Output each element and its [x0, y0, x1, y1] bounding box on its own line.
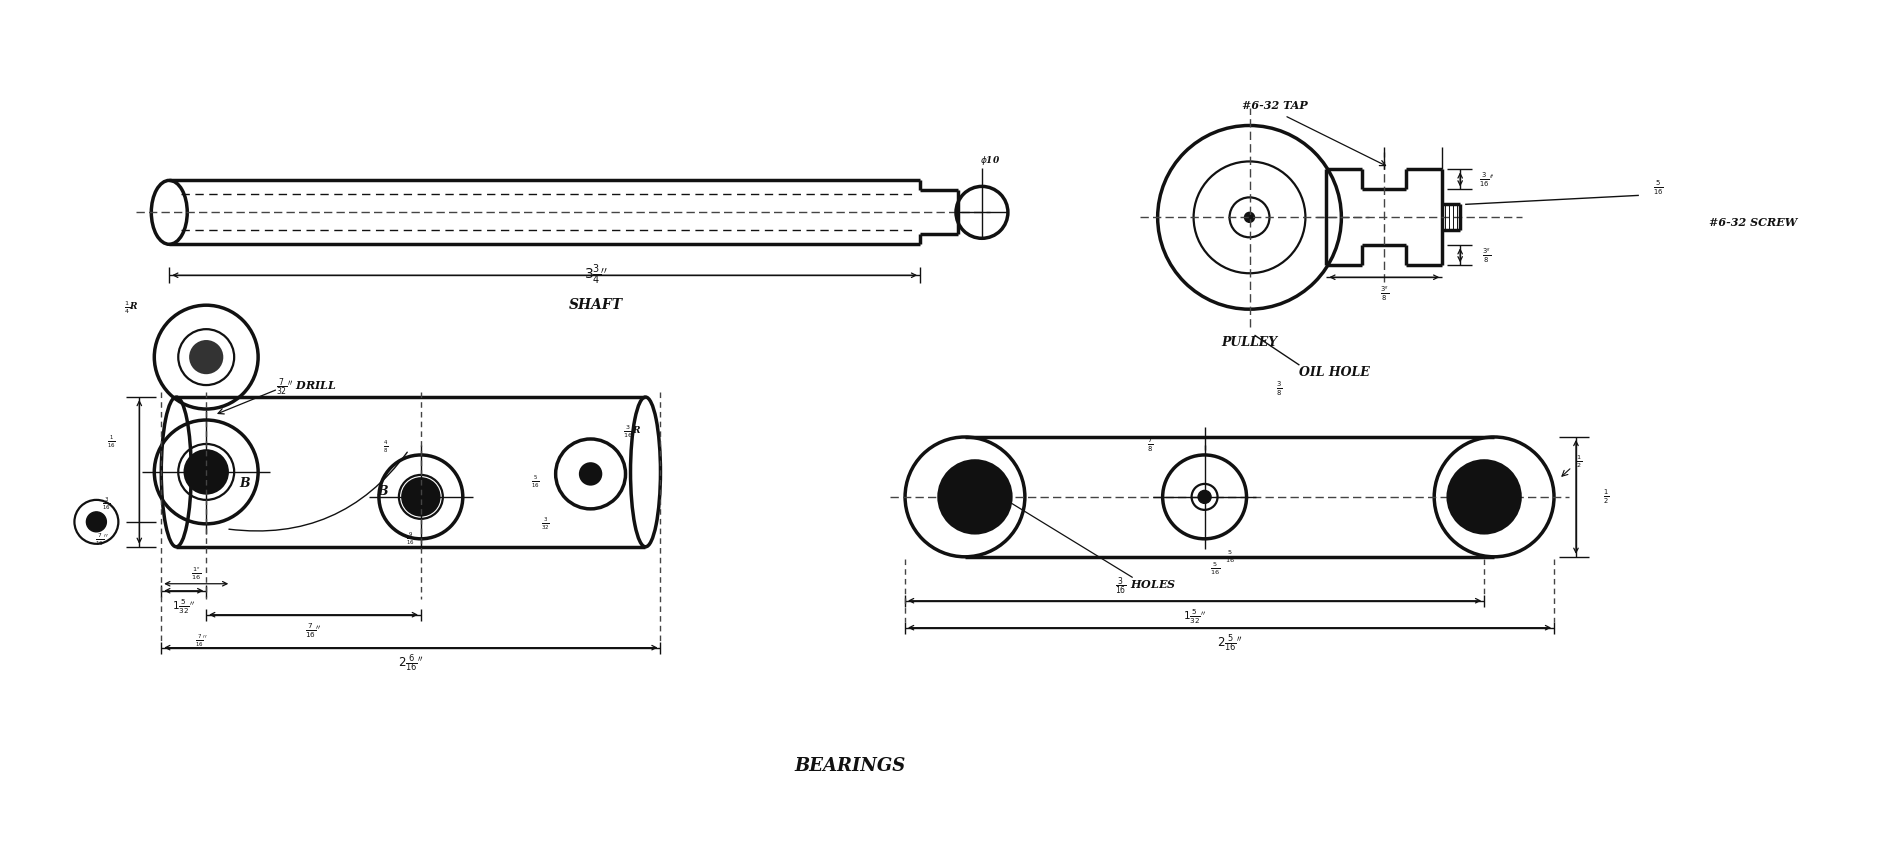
Text: B: B — [239, 477, 250, 491]
Text: $\phi$10: $\phi$10 — [979, 154, 1000, 167]
Text: $\frac{3}{8}$: $\frac{3}{8}$ — [1277, 380, 1282, 398]
Text: $\frac{1}{2}$: $\frac{1}{2}$ — [1576, 453, 1582, 470]
Text: $\frac{1''}{16}$: $\frac{1''}{16}$ — [192, 566, 201, 582]
Text: BEARINGS: BEARINGS — [795, 757, 905, 775]
Text: B: B — [378, 486, 389, 498]
Text: $\frac{3}{16}$ HOLES: $\frac{3}{16}$ HOLES — [1115, 576, 1176, 597]
Text: $\frac{5}{16}$: $\frac{5}{16}$ — [531, 474, 541, 490]
Text: OIL HOLE: OIL HOLE — [1299, 366, 1370, 378]
Text: $\frac{3}{32}$: $\frac{3}{32}$ — [541, 515, 550, 532]
Text: $\frac{5}{16}$: $\frac{5}{16}$ — [1225, 549, 1235, 565]
Text: $\frac{7}{32}''$ DRILL: $\frac{7}{32}''$ DRILL — [277, 377, 338, 398]
Text: $2\frac{6}{16}''$: $2\frac{6}{16}''$ — [398, 653, 423, 675]
Text: $1\frac{5}{32}''$: $1\frac{5}{32}''$ — [173, 597, 195, 616]
Text: $\frac{9}{16}$: $\frac{9}{16}$ — [406, 531, 415, 547]
Text: #6-32 TAP: #6-32 TAP — [1243, 100, 1307, 111]
Circle shape — [1199, 491, 1210, 504]
Text: $2\frac{5}{16}''$: $2\frac{5}{16}''$ — [1216, 633, 1243, 654]
Text: $\frac{1}{16}$: $\frac{1}{16}$ — [106, 434, 116, 450]
Text: #6-32 SCREW: #6-32 SCREW — [1709, 216, 1796, 227]
Circle shape — [1244, 212, 1254, 222]
Text: $\frac{3}{16}$R: $\frac{3}{16}$R — [624, 423, 641, 440]
Circle shape — [186, 451, 228, 493]
Text: $\frac{1}{4}$R: $\frac{1}{4}$R — [125, 299, 138, 315]
Text: $\frac{5}{16}$: $\frac{5}{16}$ — [1654, 178, 1664, 197]
Circle shape — [402, 479, 438, 515]
Text: $\frac{5}{16}$: $\frac{5}{16}$ — [1210, 561, 1220, 577]
Text: $\frac{7}{16}''$: $\frac{7}{16}''$ — [195, 632, 207, 648]
Text: $\frac{3''}{8}$: $\frac{3''}{8}$ — [1379, 284, 1389, 302]
Text: $\frac{4}{8}$: $\frac{4}{8}$ — [383, 439, 389, 455]
Text: $\frac{7}{16}''$: $\frac{7}{16}''$ — [95, 532, 108, 548]
Text: $\frac{3}{16}''$: $\frac{3}{16}''$ — [1480, 170, 1495, 188]
Text: PULLEY: PULLEY — [1222, 336, 1277, 348]
Text: $\frac{3}{16}$: $\frac{3}{16}$ — [102, 496, 110, 512]
Text: $\frac{3''}{8}$: $\frac{3''}{8}$ — [1482, 246, 1491, 265]
Circle shape — [939, 461, 1011, 532]
Circle shape — [87, 512, 106, 532]
Circle shape — [1447, 461, 1519, 532]
Circle shape — [190, 341, 222, 373]
Text: $\frac{7}{16}''$: $\frac{7}{16}''$ — [305, 621, 322, 640]
Text: $\frac{1}{2}$: $\frac{1}{2}$ — [1603, 487, 1609, 506]
Text: $\frac{7}{8}$: $\frac{7}{8}$ — [1146, 436, 1153, 454]
Circle shape — [580, 464, 601, 484]
Text: $1\frac{5}{32}''$: $1\frac{5}{32}''$ — [1184, 607, 1206, 626]
Text: $3\frac{3}{4}''$: $3\frac{3}{4}''$ — [584, 263, 607, 287]
Text: SHAFT: SHAFT — [569, 298, 622, 312]
